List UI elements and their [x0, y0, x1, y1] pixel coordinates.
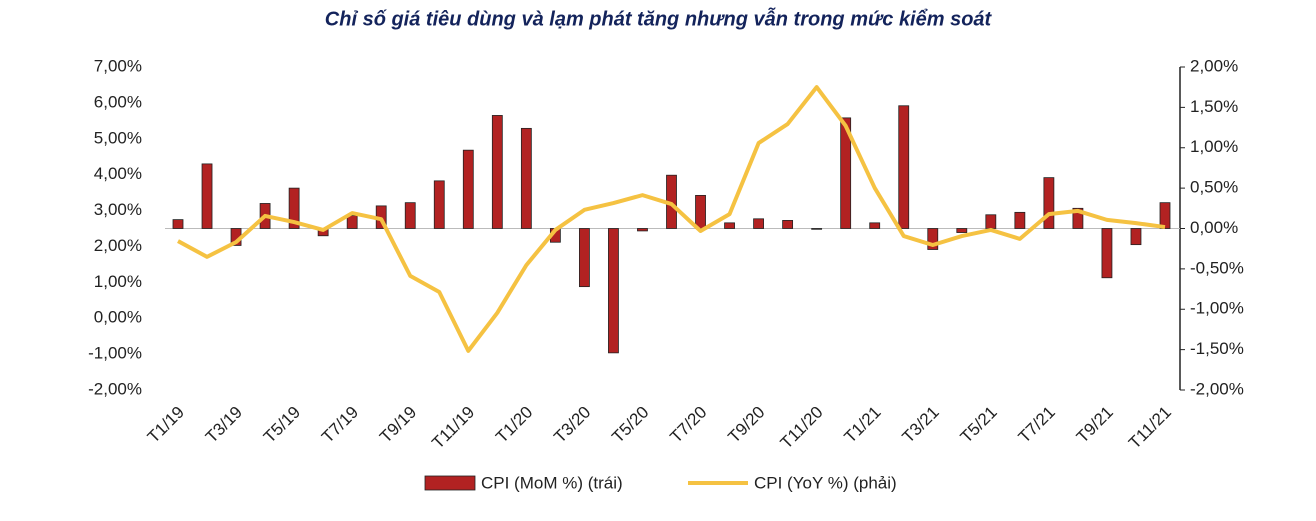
x-tick-label: T9/19 [376, 403, 420, 447]
bar [404, 202, 416, 229]
x-tick-label: T11/21 [1125, 403, 1175, 453]
y2-tick-label: -2,00% [1190, 379, 1244, 398]
y2-tick-label: 1,50% [1190, 97, 1238, 116]
bar [433, 180, 445, 229]
bar [1101, 228, 1113, 279]
bar [753, 218, 764, 229]
bar [288, 187, 300, 229]
bar [1130, 228, 1142, 246]
line [177, 85, 1166, 353]
x-tick-label: T7/21 [1015, 403, 1059, 447]
y2-tick-label: 0,00% [1190, 218, 1238, 237]
chart-title: Chỉ số giá tiêu dùng và lạm phát tăng nh… [325, 7, 993, 30]
y2-tick-label: 2,00% [1190, 56, 1238, 75]
bar [1014, 211, 1026, 229]
y-tick-label: 0,00% [94, 308, 142, 327]
x-tick-label: T11/20 [777, 403, 827, 453]
y-tick-label: 1,00% [94, 272, 142, 291]
bar [956, 228, 968, 233]
bar [782, 220, 794, 229]
bar [637, 228, 648, 232]
bar [927, 228, 939, 250]
bar [869, 222, 881, 229]
y-tick-label: 6,00% [94, 92, 142, 111]
bar [346, 215, 358, 229]
bar [724, 222, 735, 229]
y2-tick-label: -0,50% [1190, 258, 1244, 277]
x-tick-label: T3/19 [202, 403, 246, 447]
y-tick-label: -2,00% [88, 379, 142, 398]
y-tick-label: 7,00% [94, 56, 142, 75]
bar [462, 149, 474, 229]
legend-label: CPI (MoM %) (trái) [481, 473, 623, 492]
x-tick-label: T5/21 [957, 403, 1001, 447]
y2-tick-label: 1,00% [1190, 137, 1238, 156]
x-tick-label: T9/20 [724, 403, 768, 447]
bar [898, 105, 910, 229]
x-tick-label: T3/21 [899, 403, 943, 447]
x-tick-label: T7/20 [666, 403, 710, 447]
x-tick-label: T9/21 [1073, 403, 1117, 447]
bar [491, 115, 503, 229]
bar [1159, 202, 1171, 229]
y2-tick-label: -1,50% [1190, 339, 1244, 358]
bar [1043, 177, 1055, 229]
bar [985, 214, 997, 229]
x-tick-label: T7/19 [318, 403, 362, 447]
x-tick-label: T5/19 [260, 403, 304, 447]
y-tick-label: 3,00% [94, 200, 142, 219]
x-tick-label: T1/21 [841, 403, 885, 447]
x-tick-label: T3/20 [550, 403, 594, 447]
y-tick-label: -1,00% [88, 344, 142, 363]
x-tick-label: T5/20 [608, 403, 652, 447]
bar [579, 228, 590, 288]
y2-tick-label: -1,00% [1190, 299, 1244, 318]
legend-swatch [424, 475, 476, 491]
x-tick-label: T1/20 [492, 403, 536, 447]
x-tick-label: T11/19 [428, 403, 478, 453]
y-tick-label: 4,00% [94, 164, 142, 183]
bar [520, 127, 532, 229]
legend-label: CPI (YoY %) (phải) [754, 473, 897, 492]
bar [201, 163, 213, 229]
y-tick-label: 5,00% [94, 128, 142, 147]
bar [840, 117, 852, 229]
y-tick-label: 2,00% [94, 236, 142, 255]
bar [172, 219, 184, 229]
bar [811, 228, 823, 230]
bar [1072, 207, 1084, 229]
bar [695, 194, 706, 229]
y2-tick-label: 0,50% [1190, 178, 1238, 197]
x-tick-label: T1/19 [144, 403, 188, 447]
bar [608, 228, 619, 354]
